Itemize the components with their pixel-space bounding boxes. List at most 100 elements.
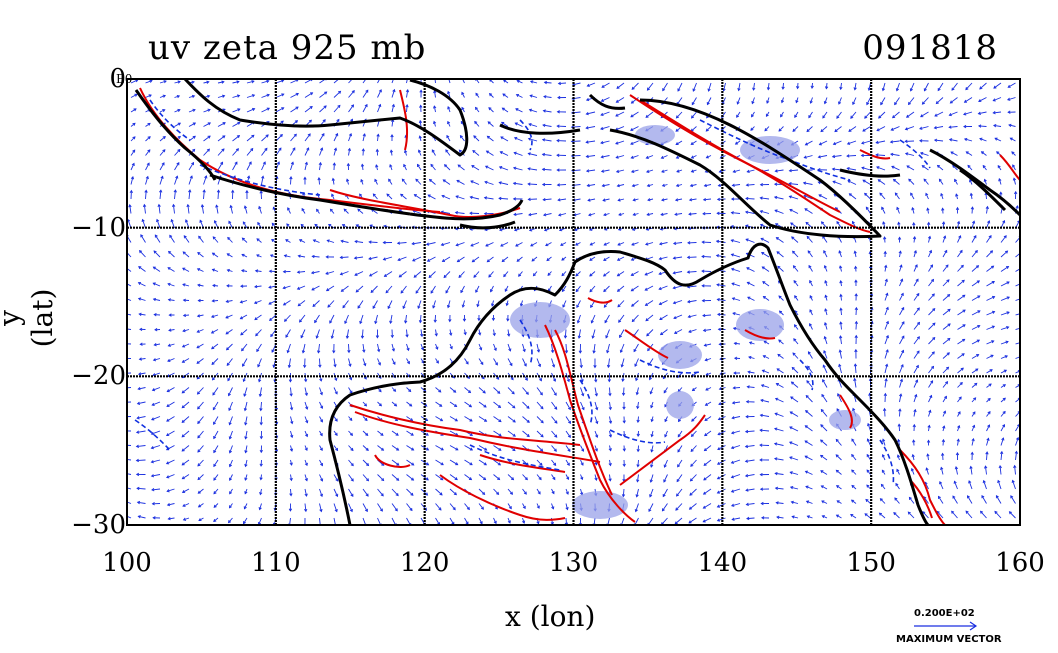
wind-vector bbox=[377, 401, 382, 407]
wind-vector bbox=[428, 271, 436, 278]
wind-vector bbox=[213, 517, 219, 522]
wind-vector-head bbox=[182, 313, 187, 318]
wind-vector-head bbox=[746, 385, 750, 389]
wind-vector bbox=[256, 238, 262, 243]
wind-vector-head bbox=[220, 161, 224, 165]
wind-vector bbox=[516, 94, 523, 98]
wind-vector-head bbox=[883, 392, 888, 397]
wind-vector bbox=[232, 95, 240, 98]
wind-vector-head bbox=[927, 424, 931, 428]
wind-vector-head bbox=[904, 139, 908, 143]
wind-vector-head bbox=[295, 92, 300, 96]
wind-vector bbox=[319, 445, 323, 451]
wind-vector bbox=[333, 91, 341, 98]
wind-vector-head bbox=[478, 332, 482, 336]
wind-vector-head bbox=[912, 423, 916, 428]
wind-vector-head bbox=[142, 203, 147, 208]
wind-vector-head bbox=[851, 453, 855, 458]
wind-vector-head bbox=[406, 347, 410, 352]
wind-vector bbox=[884, 321, 889, 330]
wind-vector-head bbox=[493, 520, 497, 525]
wind-vector-head bbox=[300, 335, 304, 339]
wind-vector bbox=[677, 430, 683, 437]
wind-vector bbox=[993, 82, 1002, 89]
wind-vector-head bbox=[524, 477, 528, 481]
wind-vector bbox=[673, 242, 683, 245]
wind-vector bbox=[413, 271, 422, 278]
wind-vector-head bbox=[687, 300, 691, 304]
wind-vector-head bbox=[243, 408, 248, 412]
wind-vector bbox=[762, 369, 770, 374]
wind-vector-head bbox=[211, 346, 215, 350]
wind-vector bbox=[435, 517, 440, 525]
wind-vector-head bbox=[492, 332, 496, 337]
wind-vector-head bbox=[514, 122, 518, 126]
wind-vector-head bbox=[354, 239, 358, 244]
wind-vector-head bbox=[528, 228, 533, 232]
wind-vector bbox=[673, 314, 683, 319]
coastline bbox=[183, 79, 469, 157]
wind-vector bbox=[673, 285, 683, 289]
wind-vector bbox=[255, 329, 262, 336]
wind-vector bbox=[748, 356, 755, 359]
wind-vector-head bbox=[192, 108, 196, 112]
wind-vector bbox=[664, 430, 668, 437]
wind-vector-head bbox=[469, 195, 473, 200]
wind-vector bbox=[687, 285, 697, 288]
wind-vector-head bbox=[931, 351, 935, 355]
wind-vector-head bbox=[153, 250, 157, 254]
wind-vector-head bbox=[688, 329, 692, 333]
wind-vector-head bbox=[717, 312, 721, 317]
wind-vector bbox=[507, 372, 514, 380]
wind-vector-head bbox=[515, 108, 519, 112]
wind-vector bbox=[333, 105, 341, 113]
wind-vector-head bbox=[575, 242, 579, 246]
wind-vector-head bbox=[835, 514, 840, 518]
wind-vector bbox=[836, 469, 842, 475]
wind-vector bbox=[704, 184, 712, 187]
wind-vector bbox=[151, 445, 161, 449]
shaded-region bbox=[635, 125, 675, 145]
wind-vector bbox=[130, 149, 136, 156]
wind-vector-head bbox=[256, 254, 260, 258]
wind-vector bbox=[344, 314, 349, 324]
wind-vector bbox=[388, 178, 393, 185]
wind-vector-head bbox=[406, 75, 409, 77]
wind-vector-head bbox=[269, 317, 273, 322]
wind-vector bbox=[156, 219, 161, 229]
wind-vector-head bbox=[928, 249, 933, 254]
positive-contour bbox=[544, 324, 636, 523]
wind-vector bbox=[478, 358, 484, 365]
wind-vector-head bbox=[372, 305, 376, 310]
wind-vector bbox=[464, 416, 473, 422]
wind-vector-head bbox=[131, 162, 135, 166]
wind-vector bbox=[603, 256, 610, 261]
wind-vector-head bbox=[150, 474, 155, 478]
wind-vector-head bbox=[482, 491, 486, 496]
wind-vector bbox=[733, 387, 741, 389]
wind-vector-head bbox=[608, 448, 612, 452]
wind-vector-head bbox=[146, 162, 150, 166]
wind-vector bbox=[645, 111, 654, 118]
wind-vector bbox=[406, 401, 412, 407]
wind-vector-head bbox=[241, 348, 245, 352]
wind-vector bbox=[609, 401, 612, 410]
wind-vector-head bbox=[608, 462, 612, 467]
wind-vector bbox=[615, 126, 625, 131]
wind-vector-head bbox=[540, 406, 544, 410]
wind-vector-head bbox=[744, 444, 749, 449]
wind-vector bbox=[290, 106, 299, 113]
wind-vector-head bbox=[704, 402, 708, 406]
wind-vector-head bbox=[305, 433, 309, 438]
wind-vector bbox=[957, 439, 959, 446]
wind-vector-head bbox=[244, 450, 248, 454]
wind-vector bbox=[513, 182, 523, 185]
wind-vector-head bbox=[380, 493, 384, 497]
wind-vector bbox=[228, 387, 233, 396]
wind-vector-head bbox=[433, 319, 437, 323]
wind-vector-head bbox=[228, 407, 232, 412]
wind-vector-head bbox=[806, 515, 810, 519]
wind-vector-head bbox=[510, 477, 515, 481]
wind-vector bbox=[522, 503, 526, 509]
wind-vector-head bbox=[418, 119, 423, 124]
